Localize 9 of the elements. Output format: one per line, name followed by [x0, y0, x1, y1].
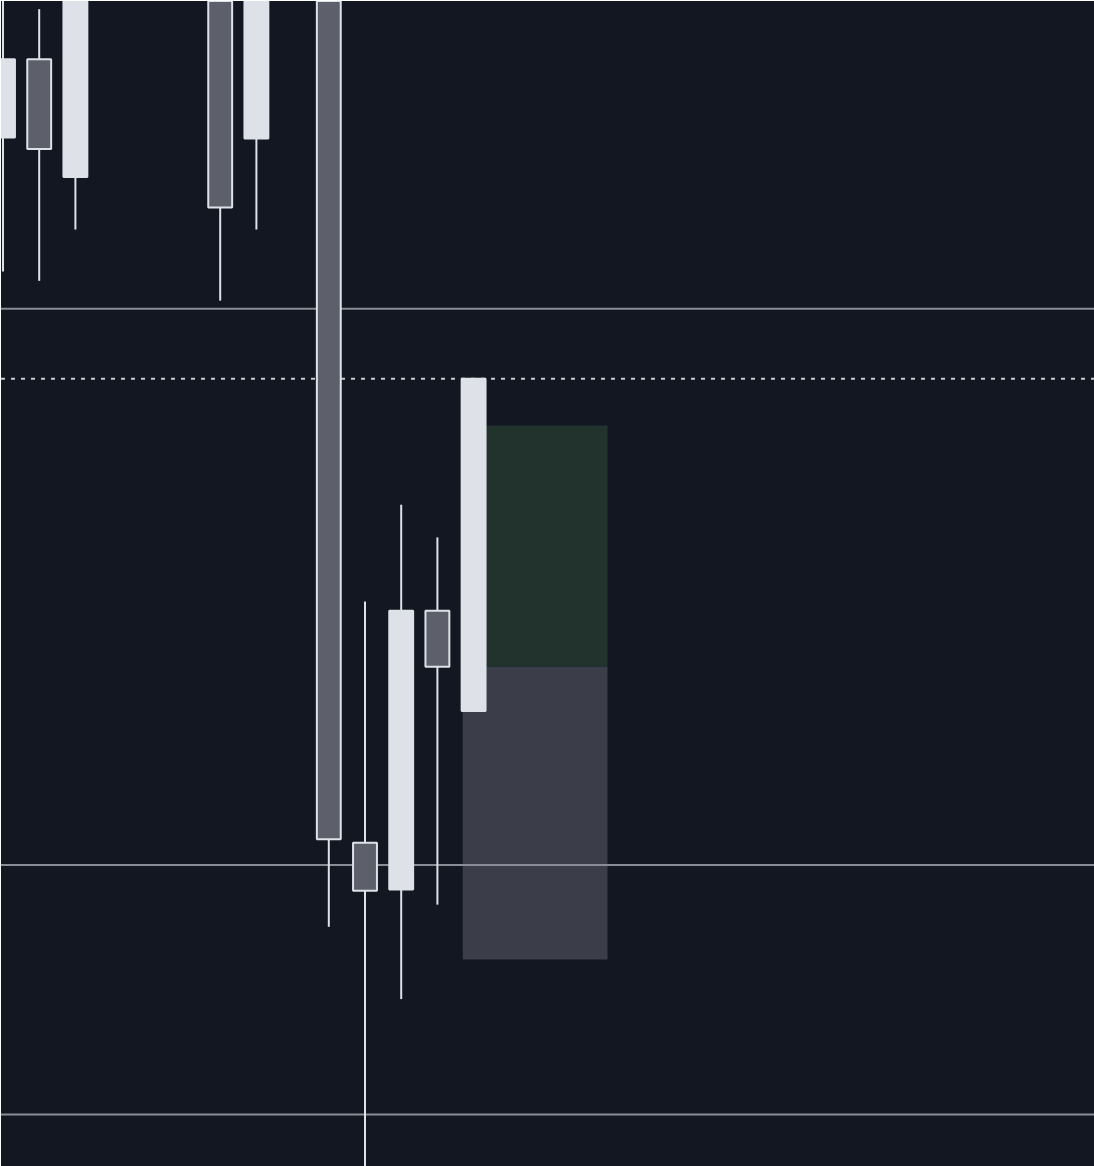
candlestick — [207, 1, 234, 302]
candlestick — [388, 503, 415, 1001]
candlestick — [352, 600, 378, 1166]
candlestick — [424, 536, 451, 906]
candlestick — [243, 1, 270, 231]
candlestick — [460, 377, 487, 713]
candlestick — [26, 8, 53, 282]
candlestick — [315, 1, 342, 928]
candlestick — [62, 1, 89, 231]
